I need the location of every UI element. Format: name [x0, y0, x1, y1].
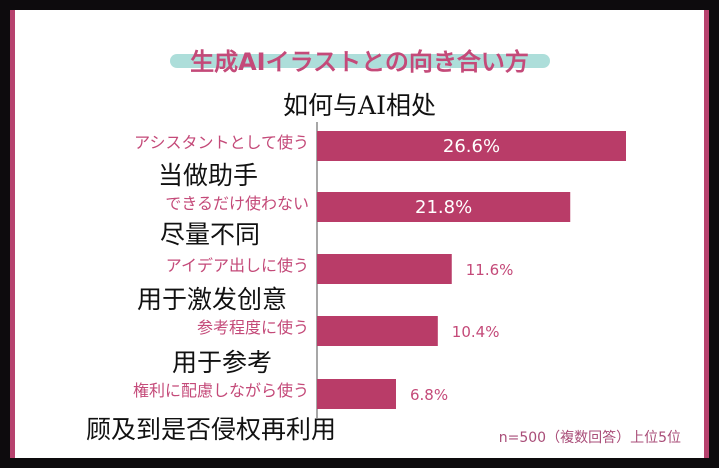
category-translation-2: 尽量不同: [160, 220, 261, 249]
category-translation-5: 顾及到是否侵权再利用: [86, 415, 337, 444]
category-translation-1: 当做助手: [158, 161, 259, 190]
category-label-1: アシスタントとして使う: [134, 133, 309, 152]
bar-5: [317, 379, 396, 409]
value-label-4: 10.4%: [452, 323, 500, 341]
category-translation-3: 用于激发创意: [137, 285, 288, 314]
sample-note: n=500（複数回答）上位5位: [498, 430, 681, 446]
chart-title: 生成AIイラストとの向き合い方: [190, 48, 529, 76]
chart-subtitle: 如何与AI相处: [283, 91, 436, 120]
value-label-3: 11.6%: [466, 261, 514, 279]
category-label-2: できるだけ使わない: [165, 194, 309, 213]
category-label-5: 権利に配慮しながら使う: [132, 381, 309, 400]
value-label-5: 6.8%: [410, 386, 448, 404]
value-label-1: 26.6%: [443, 136, 500, 157]
value-label-2: 21.8%: [415, 197, 472, 218]
bar-3: [317, 254, 452, 284]
category-label-3: アイデア出しに使う: [165, 256, 309, 275]
category-label-4: 参考程度に使う: [196, 318, 309, 337]
bar-1: [317, 131, 626, 161]
title-highlight: [170, 54, 550, 68]
title-block: 生成AIイラストとの向き合い方: [0, 28, 719, 78]
bar-2: [317, 192, 571, 222]
bar-4: [317, 316, 438, 346]
category-translation-4: 用于参考: [172, 348, 273, 377]
